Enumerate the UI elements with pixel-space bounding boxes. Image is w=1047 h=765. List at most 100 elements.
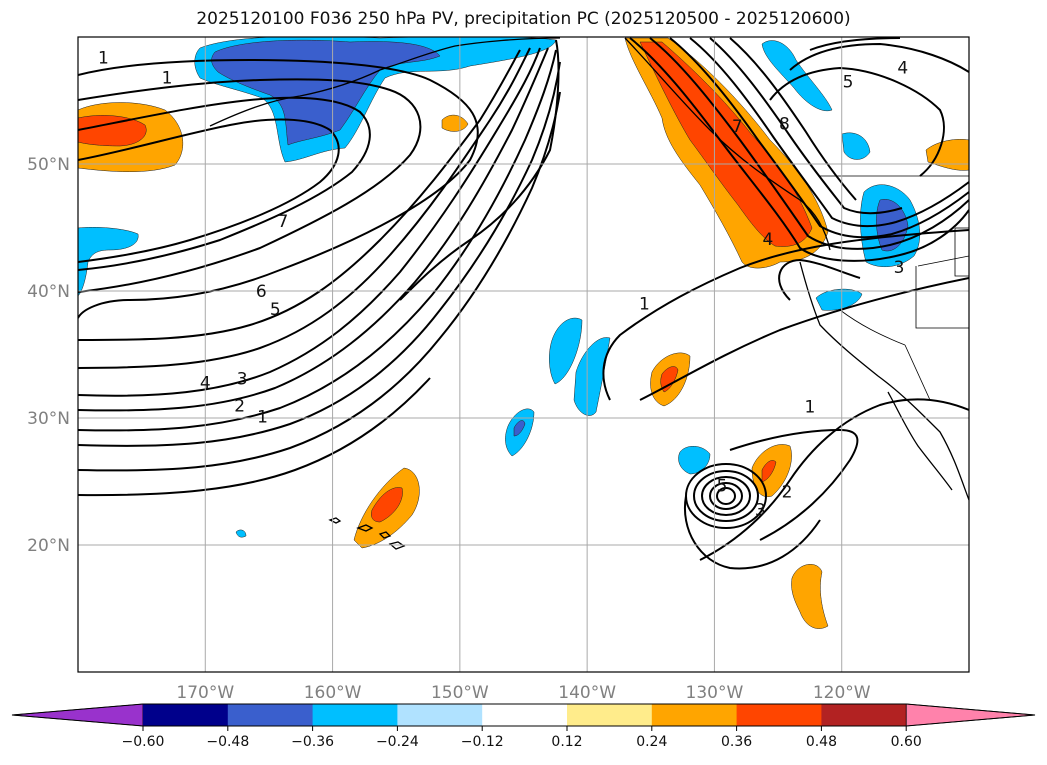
coastlines [209,37,969,550]
bc-coast [624,37,831,251]
pv-contour-south-east-1 [699,398,969,561]
map-frame [77,36,970,673]
colorbar-segment [143,704,229,726]
colorbar-segment [227,704,314,726]
pv-contours [78,37,969,570]
longitude-labels: 170°W 160°W 150°W 140°W 130°W 120°W [176,683,870,703]
lon-tick-label: 130°W [686,683,744,703]
pv-contour-north-1 [399,39,560,301]
contour-label: 3 [237,370,248,390]
pv-closed-low-2 [693,470,759,522]
contour-label: 1 [804,398,815,418]
lon-tick-label: 120°W [813,683,871,703]
colorbar-segment [736,704,822,726]
colorbar-tick-label: −0.12 [461,734,504,750]
contour-label: 4 [762,230,773,250]
colorbar-tick-label: −0.48 [206,734,249,750]
colorbar-tick-label: 0.48 [806,734,837,750]
pv-contour-south-6 [78,61,561,447]
precip-positive-blob-2-core [761,460,777,483]
pv-contour-west-4 [78,118,340,263]
pv-closed-low-5 [716,487,736,505]
precip-positive-hawaii-core [371,487,403,523]
pv-contour-bc-1 [629,37,969,262]
contour-label: 3 [755,500,766,520]
lat-tick-label: 40°N [27,282,70,302]
pv-contour-low-outer [683,495,821,570]
contour-label: 1 [98,48,109,68]
contour-label: 4 [200,373,211,393]
precip-negative-blob-3-core [513,420,526,437]
colorbar-segment [567,704,653,726]
colorbar-segment [821,704,907,726]
precip-negative-ne-2 [841,132,871,160]
pv-contour-bc-2 [649,37,969,250]
pv-contour-south-1 [78,49,521,341]
colorbar-labels: −0.60 −0.48 −0.36 −0.24 −0.12 0.12 0.24 0.36 0.4… [122,726,922,750]
colorbar-segment [651,704,738,726]
pv-contour-south-5 [78,49,557,432]
contour-label: 1 [639,295,650,315]
colorbar-segment [482,704,568,726]
lon-tick-label: 140°W [558,683,616,703]
colorbar-tick-label: 0.36 [721,734,752,750]
map-title: 2025120100 F036 250 hPa PV, precipitatio… [196,9,851,29]
borders [818,175,969,401]
contour-label: 5 [270,300,281,320]
precip-negative-blob-2 [573,337,611,416]
lon-tick-label: 170°W [176,683,234,703]
contour-label: 1 [257,408,268,428]
gridlines [78,37,969,672]
precip-negative-blob-1 [549,317,583,385]
colorbar-tick-label: 0.24 [636,734,667,750]
precip-negative-ne-1 [761,40,833,112]
colorbar-extend-max [905,703,1036,727]
pv-contour-west-2 [78,78,422,293]
colorbar-segment [312,704,398,726]
latitude-labels: 20°N 30°N 40°N 50°N [27,155,70,556]
contour-label: 5 [843,72,854,92]
baja-coast [887,391,953,491]
pv-contour-bc-4 [689,37,969,228]
contour-label: 8 [779,114,790,134]
contour-label: 5 [717,476,728,496]
colorbar [11,703,1036,727]
pv-contour-south-east-2 [729,428,859,541]
precip-negative-west [78,227,139,297]
lat-tick-label: 20°N [27,536,70,556]
pv-contour-ne-2 [789,42,969,73]
contour-label: 7 [732,117,743,137]
pv-contour-south-2 [78,47,531,369]
lat-tick-label: 50°N [27,155,70,175]
pv-contour-ne-1 [769,66,945,177]
lon-tick-label: 150°W [431,683,489,703]
pv-contour-west-3 [78,96,371,271]
contour-label: 4 [897,58,908,78]
hawaii-islands [328,517,406,550]
pv-contour-south-3 [78,47,541,397]
contour-label: 6 [256,282,267,302]
colorbar-tick-label: 0.12 [551,734,582,750]
precip-positive-ne [925,139,969,171]
precip-positive-west-core [78,115,147,147]
contour-label: 1 [162,69,173,89]
precip-negative-aleutian-core [211,39,441,146]
contour-label: 2 [782,483,793,503]
contour-label: 2 [234,396,245,416]
pv-closed-low-3 [701,476,751,516]
contour-label: 7 [278,212,289,232]
precip-shading [78,37,969,629]
aleutian-chain [209,37,561,127]
contour-label: 3 [894,258,905,278]
pv-contour-ne-3 [809,37,901,51]
us-west-coast [799,261,969,501]
pv-contour-east-1 [602,229,969,401]
precip-negative-small [235,529,247,538]
pv-closed-low-4 [709,482,743,510]
colorbar-tick-label: −0.36 [291,734,334,750]
colorbar-tick-label: −0.24 [376,734,419,750]
colorbar-extend-min [11,703,144,727]
